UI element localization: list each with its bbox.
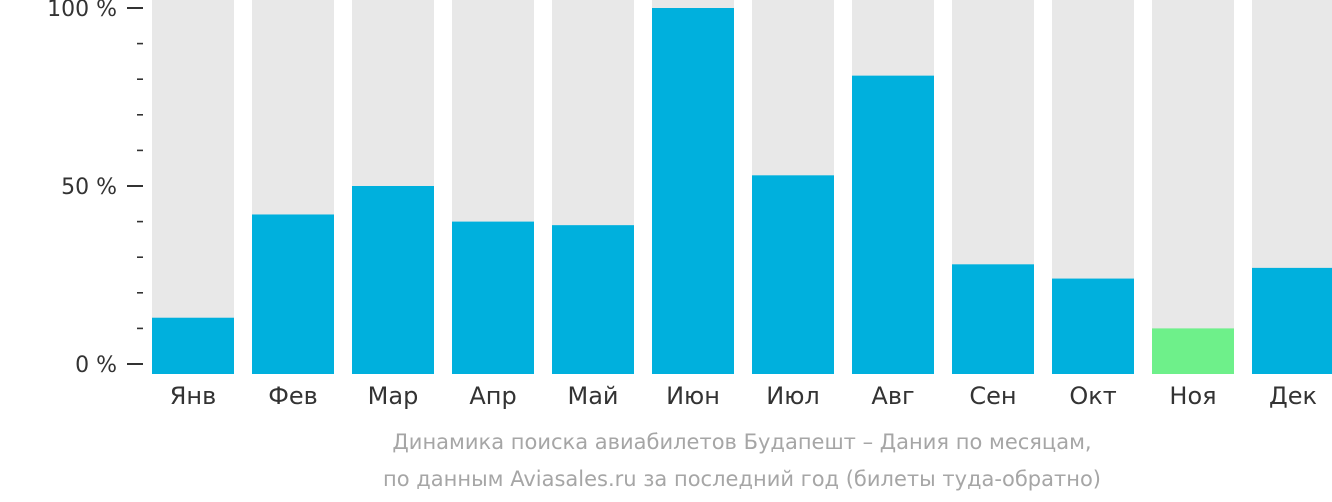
y-tick-label-0: 0 % (75, 353, 117, 378)
x-tick-label-9: Сен (969, 382, 1016, 410)
background-bar-11 (1152, 0, 1234, 374)
x-axis-labels: Янв Фев Мар Апр Май Июн Июл Авг Сен Окт Ноя Дек (170, 382, 1317, 410)
bar-10 (1052, 278, 1134, 374)
x-tick-label-6: Июн (666, 382, 720, 410)
x-tick-label-2: Фев (268, 382, 318, 410)
bar-2 (252, 214, 334, 374)
bar-11 (1152, 328, 1234, 374)
bar-12 (1252, 267, 1332, 374)
x-tick-label-10: Окт (1069, 382, 1116, 410)
x-tick-label-8: Авг (871, 382, 914, 410)
data-bars (152, 8, 1332, 374)
background-bar-1 (152, 0, 234, 374)
x-tick-label-7: Июл (766, 382, 820, 410)
x-tick-label-12: Дек (1269, 382, 1317, 410)
bar-4 (452, 221, 534, 374)
x-tick-label-1: Янв (170, 382, 217, 410)
x-tick-label-4: Апр (469, 382, 516, 410)
bar-6 (652, 8, 734, 374)
x-tick-label-5: Май (567, 382, 618, 410)
y-axis: 0 % 50 % 100 % (47, 0, 143, 378)
bar-7 (752, 175, 834, 374)
y-tick-label-50: 50 % (61, 175, 117, 200)
chart-caption-line-1: Динамика поиска авиабилетов Будапешт – Д… (392, 430, 1092, 454)
bar-1 (152, 317, 234, 374)
y-tick-label-100: 100 % (47, 0, 117, 22)
x-tick-label-3: Мар (368, 382, 419, 410)
chart-caption-line-2: по данным Aviasales.ru за последний год … (383, 467, 1101, 491)
bar-8 (852, 75, 934, 374)
bar-3 (352, 186, 434, 374)
bar-5 (552, 225, 634, 374)
bar-9 (952, 264, 1034, 374)
x-tick-label-11: Ноя (1169, 382, 1216, 410)
